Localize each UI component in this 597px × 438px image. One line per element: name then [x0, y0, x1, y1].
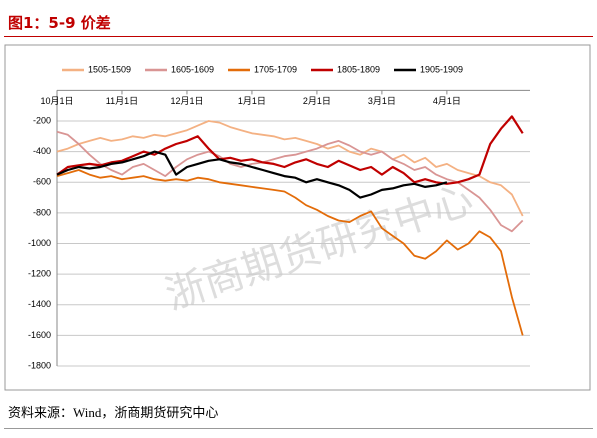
y-tick-label: -600 — [33, 177, 51, 187]
x-tick-label: 4月1日 — [433, 96, 461, 106]
y-tick-label: -1400 — [28, 299, 51, 309]
title-rule — [4, 36, 593, 37]
y-tick-label: -1200 — [28, 269, 51, 279]
series-line — [56, 120, 524, 217]
y-tick-label: -1600 — [28, 330, 51, 340]
source: 资料来源：Wind，浙商期货研究中心 — [8, 405, 219, 420]
watermark: 浙商期货研究中心 — [160, 177, 478, 318]
x-tick-label: 11月1日 — [106, 96, 138, 106]
legend-label: 1605-1609 — [171, 64, 214, 74]
bottom-rule — [4, 428, 593, 429]
y-tick-label: -1000 — [28, 238, 51, 248]
series-line — [56, 130, 524, 233]
x-tick-label: 1月1日 — [238, 96, 266, 106]
chart-frame — [4, 44, 591, 391]
legend-label: 1505-1509 — [88, 64, 131, 74]
series-line — [56, 150, 448, 199]
y-tick-label: -800 — [33, 207, 51, 217]
legend-label: 1705-1709 — [254, 64, 297, 74]
legend-label: 1905-1909 — [420, 64, 463, 74]
legend-label: 1805-1809 — [337, 64, 380, 74]
x-tick-label: 12月1日 — [170, 96, 203, 106]
title: 图1：5-9 价差 — [8, 14, 111, 32]
series-line — [56, 115, 524, 185]
x-tick-label: 3月1日 — [368, 96, 396, 106]
y-tick-label: -200 — [33, 115, 51, 125]
y-tick-label: -400 — [33, 146, 51, 156]
x-tick-label: 2月1日 — [303, 96, 331, 106]
y-tick-label: -1800 — [28, 360, 51, 370]
series-line — [56, 169, 524, 336]
x-tick-label: 10月1日 — [40, 96, 73, 106]
